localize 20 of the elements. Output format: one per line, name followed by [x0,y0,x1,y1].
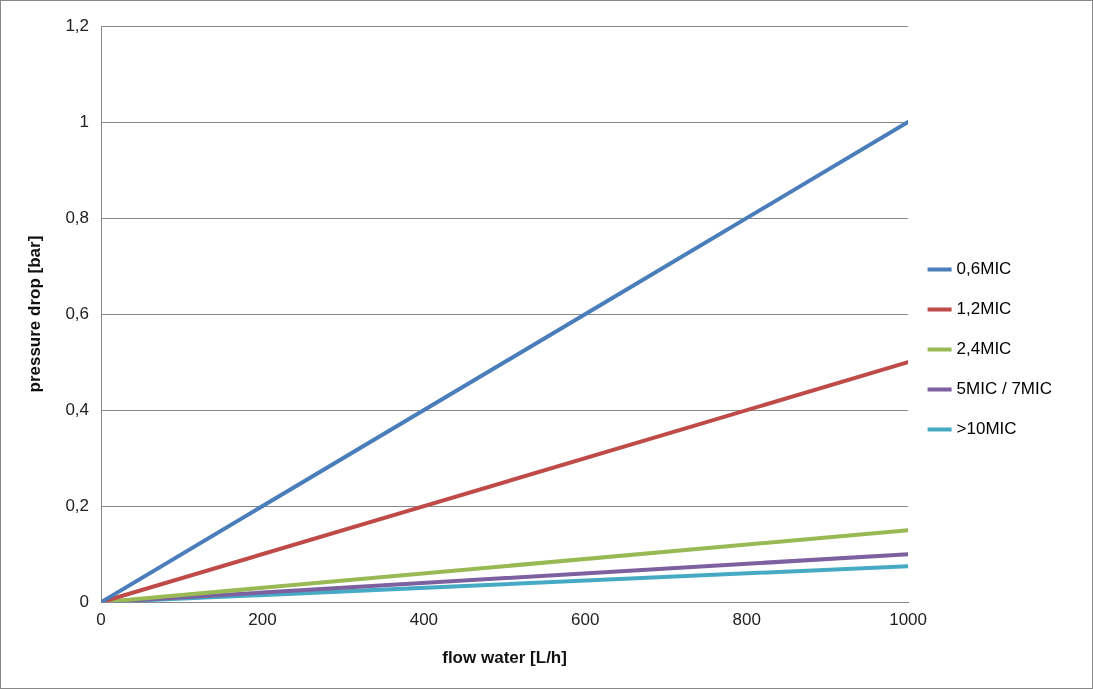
legend-label: 2,4MIC [956,339,1012,359]
x-tick-label: 600 [571,610,600,630]
y-axis-title: pressure drop [bar] [24,235,44,393]
x-axis-title: flow water [L/h] [442,648,567,668]
legend-label: 5MIC / 7MIC [956,379,1053,399]
x-tick-label: 0 [96,610,106,630]
legend-label: 1,2MIC [956,299,1012,319]
y-tick-label: 0 [79,591,90,611]
y-tick-label: 1 [79,111,90,131]
legend-label: >10MIC [956,419,1017,439]
legend-label: 0,6MIC [956,259,1012,279]
x-tick-label: 800 [732,610,761,630]
y-tick-label: 0,4 [65,399,90,419]
x-tick-label: 1000 [889,610,928,630]
x-tick-label: 200 [248,610,277,630]
x-tick-label: 400 [409,610,439,630]
y-tick-label: 0,2 [65,495,90,515]
y-tick-label: 1,2 [65,15,90,35]
y-tick-label: 0,6 [65,303,90,323]
y-tick-label: 0,8 [65,207,90,227]
